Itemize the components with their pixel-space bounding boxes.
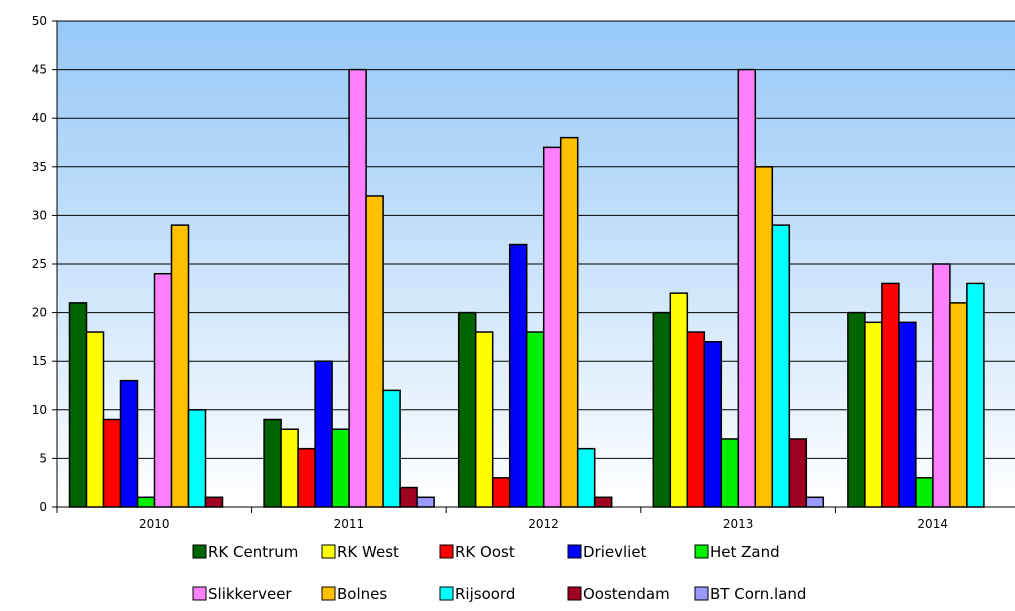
y-tick-label: 15 [32,354,47,368]
bar [559,136,579,508]
bar [805,496,825,508]
legend-swatch [567,544,582,559]
bar [280,428,299,508]
legend-label: Het Zand [710,543,780,561]
legend-label: RK West [337,543,399,561]
y-tick-label: 45 [32,63,47,77]
legend-label: Bolnes [337,585,387,603]
bar [576,447,596,508]
bar [669,292,689,508]
bar [85,331,105,508]
bar [847,311,866,508]
bar [508,243,528,508]
y-tick-label: 50 [32,14,47,28]
bar [331,428,350,508]
y-tick-label: 0 [39,500,47,514]
bar [263,418,282,508]
bar [297,447,316,508]
legend-swatch [694,544,709,559]
bar [525,331,545,508]
legend: RK Centrum RK West RK Oost Drievliet Het Zan… [192,543,806,603]
legend-swatch [321,544,336,559]
legend-swatch [694,586,709,601]
bar [102,418,122,508]
y-tick-label: 40 [32,111,47,125]
legend-label: Oostendam [583,585,670,603]
bar [348,68,367,508]
y-tick-label: 35 [32,160,47,174]
bars [68,68,985,508]
y-tick-label: 5 [39,451,47,465]
legend-label: RK Oost [455,543,515,561]
legend-label: Drievliet [583,543,647,561]
bar [788,438,808,508]
x-axis: 2010 2011 2012 2013 2014 [56,506,1015,531]
bar [153,272,173,508]
bar [365,195,384,508]
bar [966,282,985,508]
bar [771,224,791,508]
y-tick-label: 20 [32,306,47,320]
bar [864,321,883,508]
bar [119,379,139,508]
y-tick-label: 25 [32,257,47,271]
bar [68,302,88,508]
bar [474,331,494,508]
bar [170,224,190,508]
bar [915,477,934,508]
bar [881,282,900,508]
legend-label: RK Centrum [208,543,298,561]
legend-label: BT Corn.land [710,585,806,603]
legend-swatch [439,544,454,559]
bar [652,311,672,508]
legend-swatch [192,544,207,559]
bar [491,477,511,508]
y-tick-label: 10 [32,403,47,417]
bar [314,360,333,508]
y-axis: 0 5 10 15 20 25 30 35 40 45 50 [32,14,58,514]
bar [136,496,156,508]
x-tick-label: 2014 [917,517,948,531]
legend-swatch [321,586,336,601]
bar [416,496,435,508]
y-tick-label: 30 [32,208,47,222]
bar [187,409,207,508]
legend-label: Slikkerveer [208,585,292,603]
bar [686,331,706,508]
bar [703,341,723,508]
legend-swatch [439,586,454,601]
x-tick-label: 2012 [528,517,559,531]
legend-label: Rijsoord [455,585,515,603]
bar [949,302,968,508]
bar [754,166,774,508]
bar [720,438,740,508]
legend-swatch [192,586,207,601]
bar [382,389,401,508]
bar [457,311,477,508]
x-tick-label: 2013 [723,517,754,531]
bar [737,68,757,508]
x-tick-label: 2010 [139,517,170,531]
x-tick-label: 2011 [334,517,365,531]
bar [932,263,951,508]
bar [542,146,562,508]
bar [898,321,917,508]
bar [399,486,418,508]
legend-swatch [567,586,582,601]
bar [593,496,613,508]
bar [204,496,224,508]
